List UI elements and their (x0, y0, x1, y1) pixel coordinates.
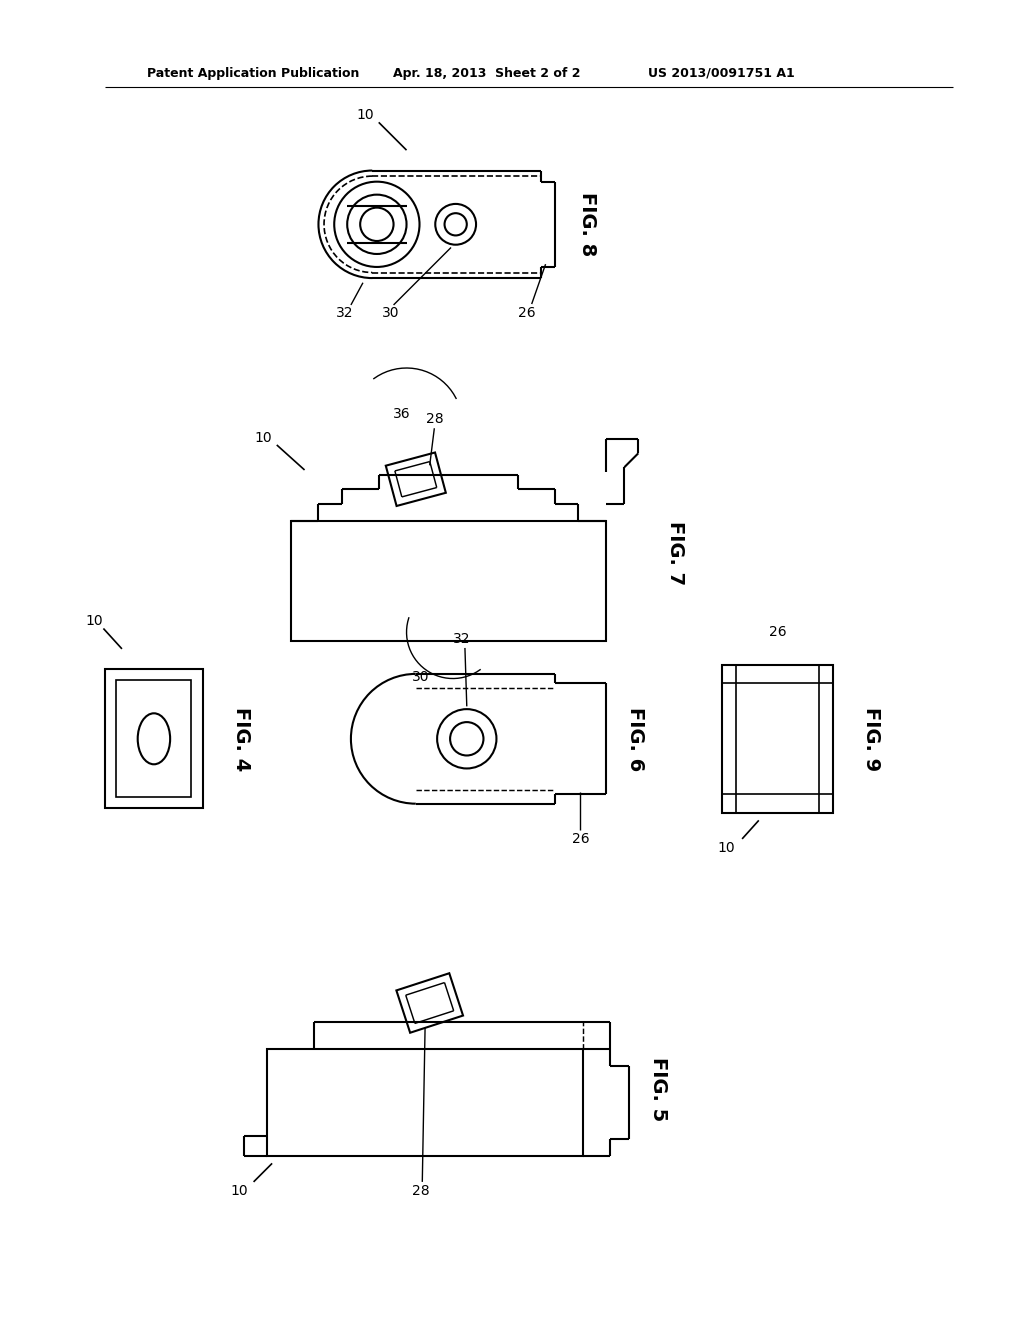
Text: FIG. 8: FIG. 8 (578, 193, 597, 256)
Text: 26: 26 (571, 832, 589, 846)
Text: 26: 26 (518, 306, 536, 321)
Text: 26: 26 (769, 626, 786, 639)
Bar (267, 1049, 583, 1156)
Text: 10: 10 (718, 841, 735, 855)
Bar (105, 669, 203, 808)
Text: FIG. 5: FIG. 5 (649, 1056, 669, 1121)
Text: FIG. 6: FIG. 6 (626, 706, 645, 771)
Text: 30: 30 (412, 669, 429, 684)
Text: US 2013/0091751 A1: US 2013/0091751 A1 (647, 67, 795, 79)
Text: 28: 28 (412, 1184, 429, 1199)
Text: Patent Application Publication: Patent Application Publication (147, 67, 359, 79)
Text: FIG. 7: FIG. 7 (666, 521, 685, 586)
Text: FIG. 9: FIG. 9 (862, 706, 882, 771)
Bar (291, 521, 606, 642)
Text: 10: 10 (254, 430, 271, 445)
Text: 36: 36 (393, 408, 411, 421)
Text: Apr. 18, 2013  Sheet 2 of 2: Apr. 18, 2013 Sheet 2 of 2 (392, 67, 581, 79)
Text: 28: 28 (426, 412, 443, 426)
Text: 10: 10 (230, 1184, 249, 1199)
Text: 10: 10 (85, 614, 103, 628)
Text: 10: 10 (356, 108, 374, 121)
Text: FIG. 4: FIG. 4 (232, 706, 251, 771)
Bar (722, 665, 833, 813)
Text: 32: 32 (336, 306, 353, 321)
Bar (117, 680, 191, 797)
Text: 32: 32 (454, 632, 471, 645)
Text: 30: 30 (382, 306, 399, 321)
